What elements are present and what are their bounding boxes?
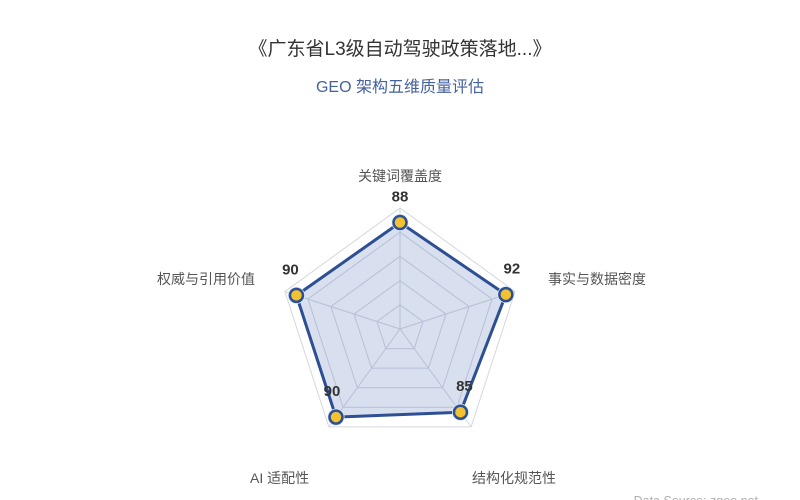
svg-text:85: 85: [456, 378, 473, 395]
svg-text:90: 90: [282, 261, 299, 278]
svg-text:90: 90: [324, 383, 341, 400]
svg-text:92: 92: [504, 261, 521, 278]
svg-text:88: 88: [392, 189, 409, 206]
